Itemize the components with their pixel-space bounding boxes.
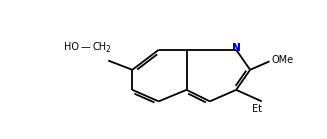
Text: 2: 2	[106, 45, 111, 54]
Text: N: N	[232, 43, 241, 53]
Text: OMe: OMe	[272, 55, 294, 65]
Text: Et: Et	[252, 104, 262, 114]
Text: CH: CH	[93, 42, 107, 52]
Text: N: N	[232, 43, 241, 53]
Text: HO: HO	[64, 42, 79, 52]
Text: —: —	[80, 42, 90, 52]
